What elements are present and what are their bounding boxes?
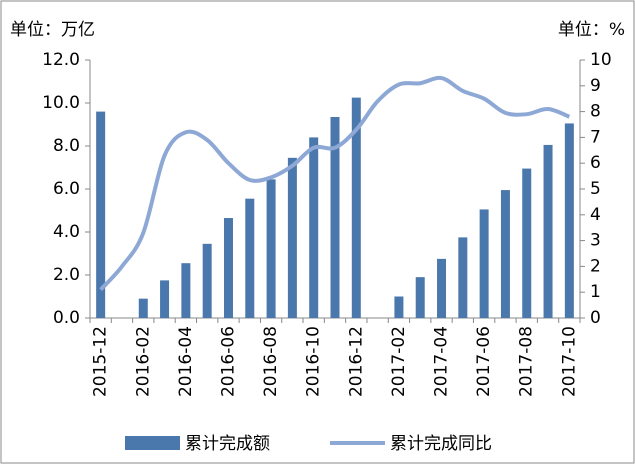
y2-tick-label: 9 [590,76,601,96]
x-tick-label: 2016-08 [261,326,281,397]
bar [522,168,532,318]
x-tick-label: 2016-06 [218,326,238,397]
y2-tick-label: 5 [590,179,601,199]
bar [543,144,553,318]
bar [245,198,255,318]
bar [415,277,425,318]
bar [202,243,212,318]
x-tick-label: 2015-12 [91,326,111,397]
bar [160,280,170,318]
line [99,75,571,291]
y-tick-label: 8.0 [53,136,80,156]
y-tick-label: 0.0 [53,308,80,328]
bar [181,263,191,318]
y2-tick-label: 10 [590,50,612,70]
x-tick-label: 2016-02 [133,326,153,397]
bar [458,237,468,318]
x-tick-label: 2017-02 [389,326,409,397]
bar [223,218,233,318]
y-tick-label: 6.0 [53,179,80,199]
bar [287,157,297,318]
y-tick-label: 2.0 [53,265,80,285]
y2-tick-label: 7 [590,127,601,147]
y-tick-label: 10.0 [42,93,80,113]
bar [351,97,361,318]
bar [479,209,489,318]
legend-swatch [125,436,180,450]
y2-tick-label: 8 [590,102,601,122]
bar [96,111,106,318]
x-tick-label: 2017-04 [432,326,452,397]
x-tick-label: 2017-08 [517,326,537,397]
bar [394,296,404,318]
bar [330,116,340,318]
x-tick-label: 2016-10 [304,326,324,397]
y-tick-label: 12.0 [42,50,80,70]
x-tick-label: 2017-10 [559,326,579,397]
y2-tick-label: 4 [590,205,601,225]
y-unit-label: 单位：万亿 [10,20,95,40]
y2-tick-label: 0 [590,308,601,328]
bar [437,258,447,318]
y2-tick-label: 2 [590,256,601,276]
y2-tick-label: 1 [590,282,601,302]
bar [564,123,574,318]
x-tick-label: 2016-04 [176,326,196,397]
y-tick-label: 4.0 [53,222,80,242]
y2-unit-label: 单位：% [558,20,625,40]
legend-label: 累计完成额 [185,434,270,454]
x-tick-label: 2016-12 [346,326,366,397]
bar [500,190,510,318]
x-tick-label: 2017-06 [474,326,494,397]
bar [266,179,276,318]
y2-tick-label: 6 [590,153,601,173]
y2-tick-label: 3 [590,231,601,251]
legend-label: 累计完成同比 [390,434,492,454]
bar [138,298,148,318]
bar [309,137,319,318]
